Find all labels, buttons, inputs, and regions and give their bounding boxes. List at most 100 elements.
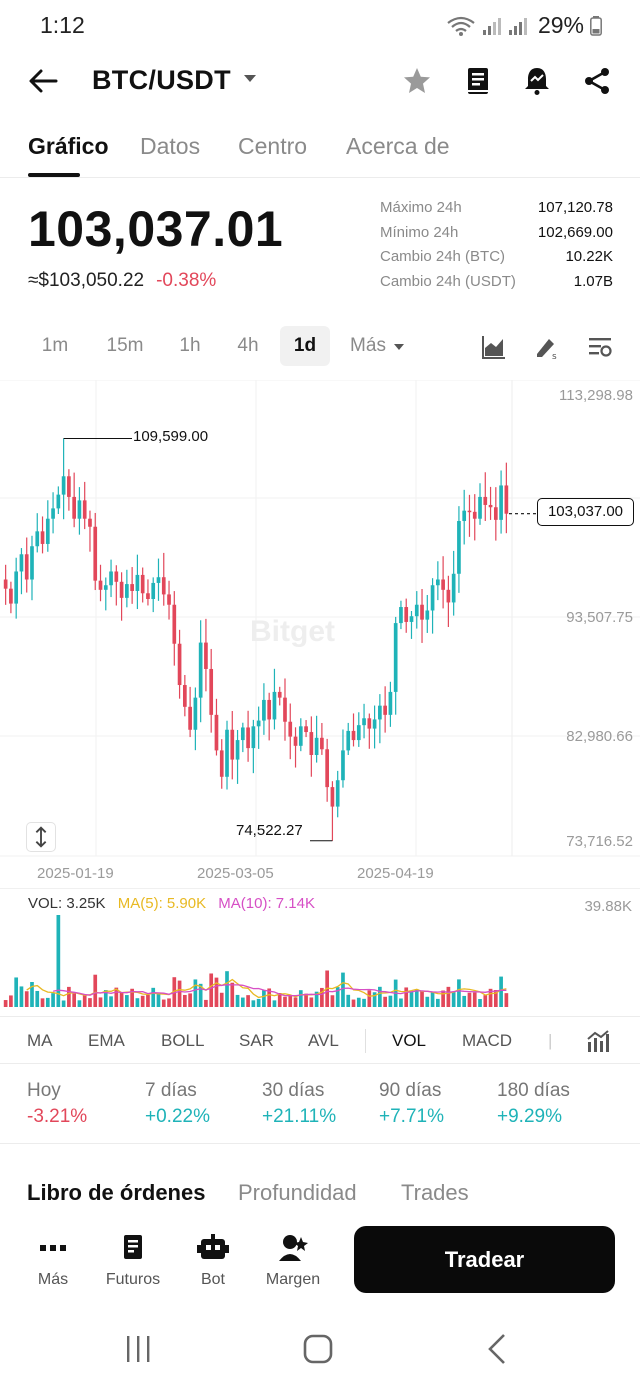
candle-body [493,507,498,520]
volume-bar [256,998,261,1007]
timeframe-4h[interactable]: 4h [237,335,259,356]
y-tick-label: 113,298.98 [559,387,633,404]
timeframe-1d[interactable]: 1d [280,326,330,366]
timeframe-1h[interactable]: 1h [179,335,201,356]
volume-bar [441,990,445,1007]
volume-plot [3,915,509,1007]
indicator-avl[interactable]: AVL [308,1031,339,1050]
candle-body [309,732,314,755]
volume-panel[interactable]: VOL: 3.25K MA(5): 5.90K MA(10): 7.14K 39… [0,888,640,1016]
home-icon[interactable] [298,1332,338,1366]
tab-grafico[interactable]: Gráfico [28,133,109,159]
candle-body [230,729,235,760]
indicator-vol[interactable]: VOL [392,1031,427,1050]
notes-book-icon[interactable] [463,66,493,96]
candle-body [14,571,19,604]
favorite-star-icon[interactable] [402,66,432,96]
indicator-ma[interactable]: MA [27,1031,53,1050]
perf-label: 180 días [497,1080,570,1101]
volume-legend: VOL: 3.25K MA(5): 5.90K MA(10): 7.14K [28,895,323,912]
svg-text:s: s [552,352,557,360]
tab-trades[interactable]: Trades [401,1180,469,1205]
candle-body [435,579,440,586]
chart-type-icon[interactable] [481,334,507,360]
ma10-value: MA(10): 7.14K [218,895,315,912]
expand-vertical-icon[interactable] [26,822,56,852]
back-arrow-icon[interactable] [26,66,62,96]
timeframe-15m[interactable]: 15m [106,335,144,356]
volume-bar [51,993,55,1007]
share-icon[interactable] [582,66,612,96]
back-nav-icon[interactable] [478,1332,518,1366]
stat-value: 10.22K [565,248,613,265]
pair-dropdown-icon[interactable] [243,74,257,84]
tab-libro-de-ordenes[interactable]: Libro de órdenes [27,1180,206,1205]
volume-bar [383,996,387,1007]
volume-bar [288,995,293,1007]
candle-body [388,691,393,715]
battery-percent: 29% [537,12,584,38]
candlestick-plot[interactable] [0,380,640,888]
volume-bar [314,991,319,1007]
timeframe-1m[interactable]: 1m [41,335,69,356]
candle-body [35,531,40,547]
drawing-tool-icon[interactable]: s [534,334,560,360]
candle-body [451,573,456,603]
indicator-ema[interactable]: EMA [88,1031,125,1050]
bottom-item-futuros[interactable]: Futuros [98,1233,168,1289]
tab-centro[interactable]: Centro [238,133,308,159]
candle-body [383,705,387,715]
indicator-macd[interactable]: MACD [462,1031,513,1050]
bottom-action-bar: Más Futuros Bot Margen Tradear [0,1225,640,1315]
volume-bar [335,987,340,1007]
stat-row: Cambio 24h (USDT) 1.07B [380,273,615,298]
indicator-boll[interactable]: BOLL [161,1031,205,1050]
candle-body [214,714,219,751]
candle-body [9,588,13,604]
volume-bar [430,992,435,1007]
indicator-settings-icon[interactable] [586,1030,610,1054]
volume-bar [399,998,403,1007]
candle-body [161,577,166,595]
indicator-overflow[interactable]: | [548,1031,553,1050]
volume-bar [277,993,282,1007]
chart-settings-icon[interactable] [587,334,613,360]
bottom-item-mas[interactable]: Más [18,1233,88,1289]
tab-profundidad[interactable]: Profundidad [238,1180,357,1205]
watermark: Bitget [250,615,335,648]
volume-bar [341,972,345,1007]
volume-bar [298,990,303,1007]
bottom-item-bot[interactable]: Bot [178,1233,248,1289]
volume-bar [457,979,461,1007]
volume-bar [93,974,98,1007]
volume-bar [77,1000,82,1007]
volume-bar [367,990,372,1007]
candle-body [82,500,87,519]
volume-bar [409,991,414,1007]
volume-bar [156,992,161,1007]
candle-body [478,496,482,519]
candle-body [430,585,435,611]
current-price-tag: 103,037.00 [537,498,634,526]
stats-24h: Máximo 24h 107,120.78 Mínimo 24h 102,669… [380,199,615,297]
candle-body [3,579,8,589]
volume-bar [235,994,240,1007]
price-chart[interactable]: Bitget 113,298.98 93,507.75 82,980.66 73… [0,380,640,888]
indicator-sar[interactable]: SAR [239,1031,274,1050]
candle-body [177,643,182,686]
bottom-item-margen[interactable]: Margen [258,1233,328,1289]
pair-title[interactable]: BTC/USDT [92,65,231,95]
stat-label: Mínimo 24h [380,223,459,241]
change-percent: -0.38% [156,270,217,291]
volume-bar [462,995,467,1007]
candle-body [483,496,488,505]
more-caret-icon[interactable] [394,343,404,351]
price-alert-bell-icon[interactable] [522,66,552,96]
tab-datos[interactable]: Datos [140,133,201,159]
tab-acerca-de[interactable]: Acerca de [346,133,450,159]
recent-apps-icon[interactable] [118,1332,158,1366]
candle-body [51,508,55,519]
timeframe-more[interactable]: Más [350,335,386,356]
candle-body [109,571,113,586]
trade-button[interactable]: Tradear [354,1226,615,1293]
